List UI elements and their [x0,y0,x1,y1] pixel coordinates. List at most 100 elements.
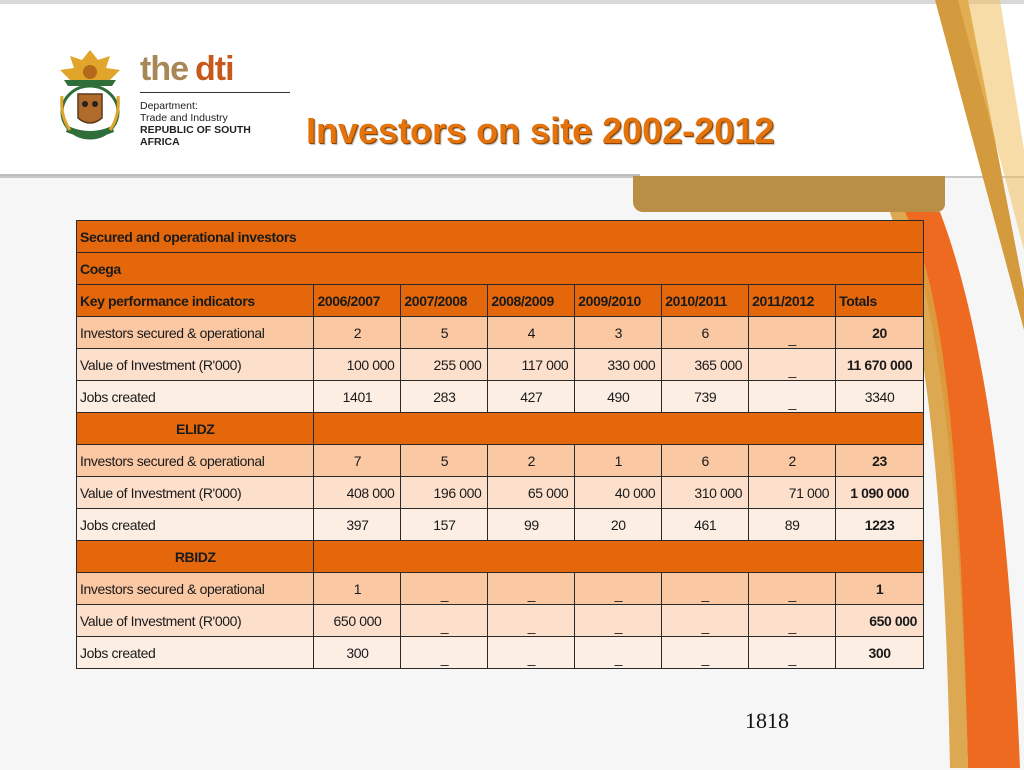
row-label: Value of Investment (R'000) [75,476,315,509]
logo-the: the [140,50,189,88]
table-cell: 7 [313,444,402,477]
table-cell: _ [574,636,663,669]
table-cell: 310 000 [661,476,750,509]
slide-title: Investors on site 2002-2012 [306,110,775,151]
table-cell: 1 [574,444,663,477]
table-cell: 739 [661,380,750,413]
table-cell-total: 1 [835,572,924,605]
row-label: Value of Investment (R'000) [75,348,315,381]
header-row: Key performance indicators 2006/2007 200… [75,284,924,317]
row-label: Value of Investment (R'000) [75,604,315,637]
table-cell-total: 3340 [835,380,924,413]
table-cell: _ [661,572,750,605]
table-row: Investors secured & operational 7 5 2 1 … [75,444,924,477]
logo-dti: dti [195,50,235,88]
logo-department: Department: [140,100,198,112]
table-cell: 20 [574,508,663,541]
table-cell: 283 [400,380,489,413]
header-kpi: Key performance indicators [75,284,315,317]
table-cell: 1 [313,572,402,605]
logo-republic: REPUBLIC OF SOUTH AFRICA [140,124,251,148]
table-cell: _ [748,604,837,637]
header-2007: 2007/2008 [400,284,489,317]
table-cell: _ [487,572,576,605]
section-row-elidz: ELIDZ [75,412,924,445]
kpi-table: Secured and operational investors Coega … [75,220,924,669]
table-cell-total: 1 090 000 [835,476,924,509]
table-cell: 408 000 [313,476,402,509]
row-label: Jobs created [75,508,315,541]
table-cell: 461 [661,508,750,541]
table-cell: _ [400,572,489,605]
table-cell: 2 [748,444,837,477]
table-cell: 3 [574,316,663,349]
table-row: Jobs created 1401 283 427 490 739 _ 3340 [75,380,924,413]
section-row-rbidz: RBIDZ [75,540,924,573]
row-label: Jobs created [75,380,315,413]
table-cell: 117 000 [487,348,576,381]
table-cell: _ [400,604,489,637]
table-row: Investors secured & operational 1 _ _ _ … [75,572,924,605]
table-cell: 89 [748,508,837,541]
coat-of-arms-icon [60,50,120,140]
section-fill [313,540,924,573]
gold-accent-tab [633,176,945,212]
table-row: Value of Investment (R'000) 408 000 196 … [75,476,924,509]
table-row: Value of Investment (R'000) 100 000 255 … [75,348,924,381]
table-cell: 330 000 [574,348,663,381]
table-cell: 4 [487,316,576,349]
table-cell: 157 [400,508,489,541]
table-cell: _ [661,604,750,637]
table-cell: _ [487,636,576,669]
table-cell-total: 20 [835,316,924,349]
table-title-row: Secured and operational investors [76,220,924,253]
table-cell: 1401 [313,380,402,413]
table-cell-total: 23 [835,444,924,477]
table-cell-total: 650 000 [835,604,924,637]
table-cell: 99 [487,508,576,541]
header-2006: 2006/2007 [313,284,402,317]
table-cell: 196 000 [400,476,489,509]
table-cell: 490 [574,380,663,413]
table-cell: 2 [487,444,576,477]
row-label: Jobs created [75,636,315,669]
row-label: Investors secured & operational [75,316,315,349]
section-fill [313,412,924,445]
table-cell: 397 [313,508,402,541]
page-number: 1818 [745,708,789,733]
table-cell-total: 300 [835,636,924,669]
header-2011: 2011/2012 [748,284,837,317]
header-divider [0,174,640,176]
section-elidz: ELIDZ [75,412,315,445]
table-cell: _ [748,572,837,605]
row-label: Investors secured & operational [75,572,315,605]
table-cell: _ [748,380,837,413]
dti-logo: the dti Department: Trade and Industry R… [52,46,292,148]
table-cell: 650 000 [313,604,402,637]
header-2008: 2008/2009 [487,284,576,317]
table-title: Secured and operational investors [76,220,924,253]
table-cell: 6 [661,316,750,349]
top-border [0,0,1024,4]
header-totals: Totals [835,284,924,317]
table-row: Investors secured & operational 2 5 4 3 … [75,316,924,349]
table-cell: 427 [487,380,576,413]
section-coega: Coega [76,252,924,285]
header-2010: 2010/2011 [661,284,750,317]
table-row: Jobs created 397 157 99 20 461 89 1223 [75,508,924,541]
header-2009: 2009/2010 [574,284,663,317]
table-cell-total: 11 670 000 [835,348,924,381]
table-cell: 255 000 [400,348,489,381]
table-row: Jobs created 300 _ _ _ _ _ 300 [75,636,924,669]
table-cell: _ [574,604,663,637]
table-cell: _ [574,572,663,605]
table-cell: 5 [400,444,489,477]
table-cell: _ [748,316,837,349]
table-cell: 2 [313,316,402,349]
section-row-coega: Coega [76,252,924,285]
table-cell: 40 000 [574,476,663,509]
table-cell: _ [661,636,750,669]
table-cell-total: 1223 [835,508,924,541]
section-rbidz: RBIDZ [75,540,315,573]
